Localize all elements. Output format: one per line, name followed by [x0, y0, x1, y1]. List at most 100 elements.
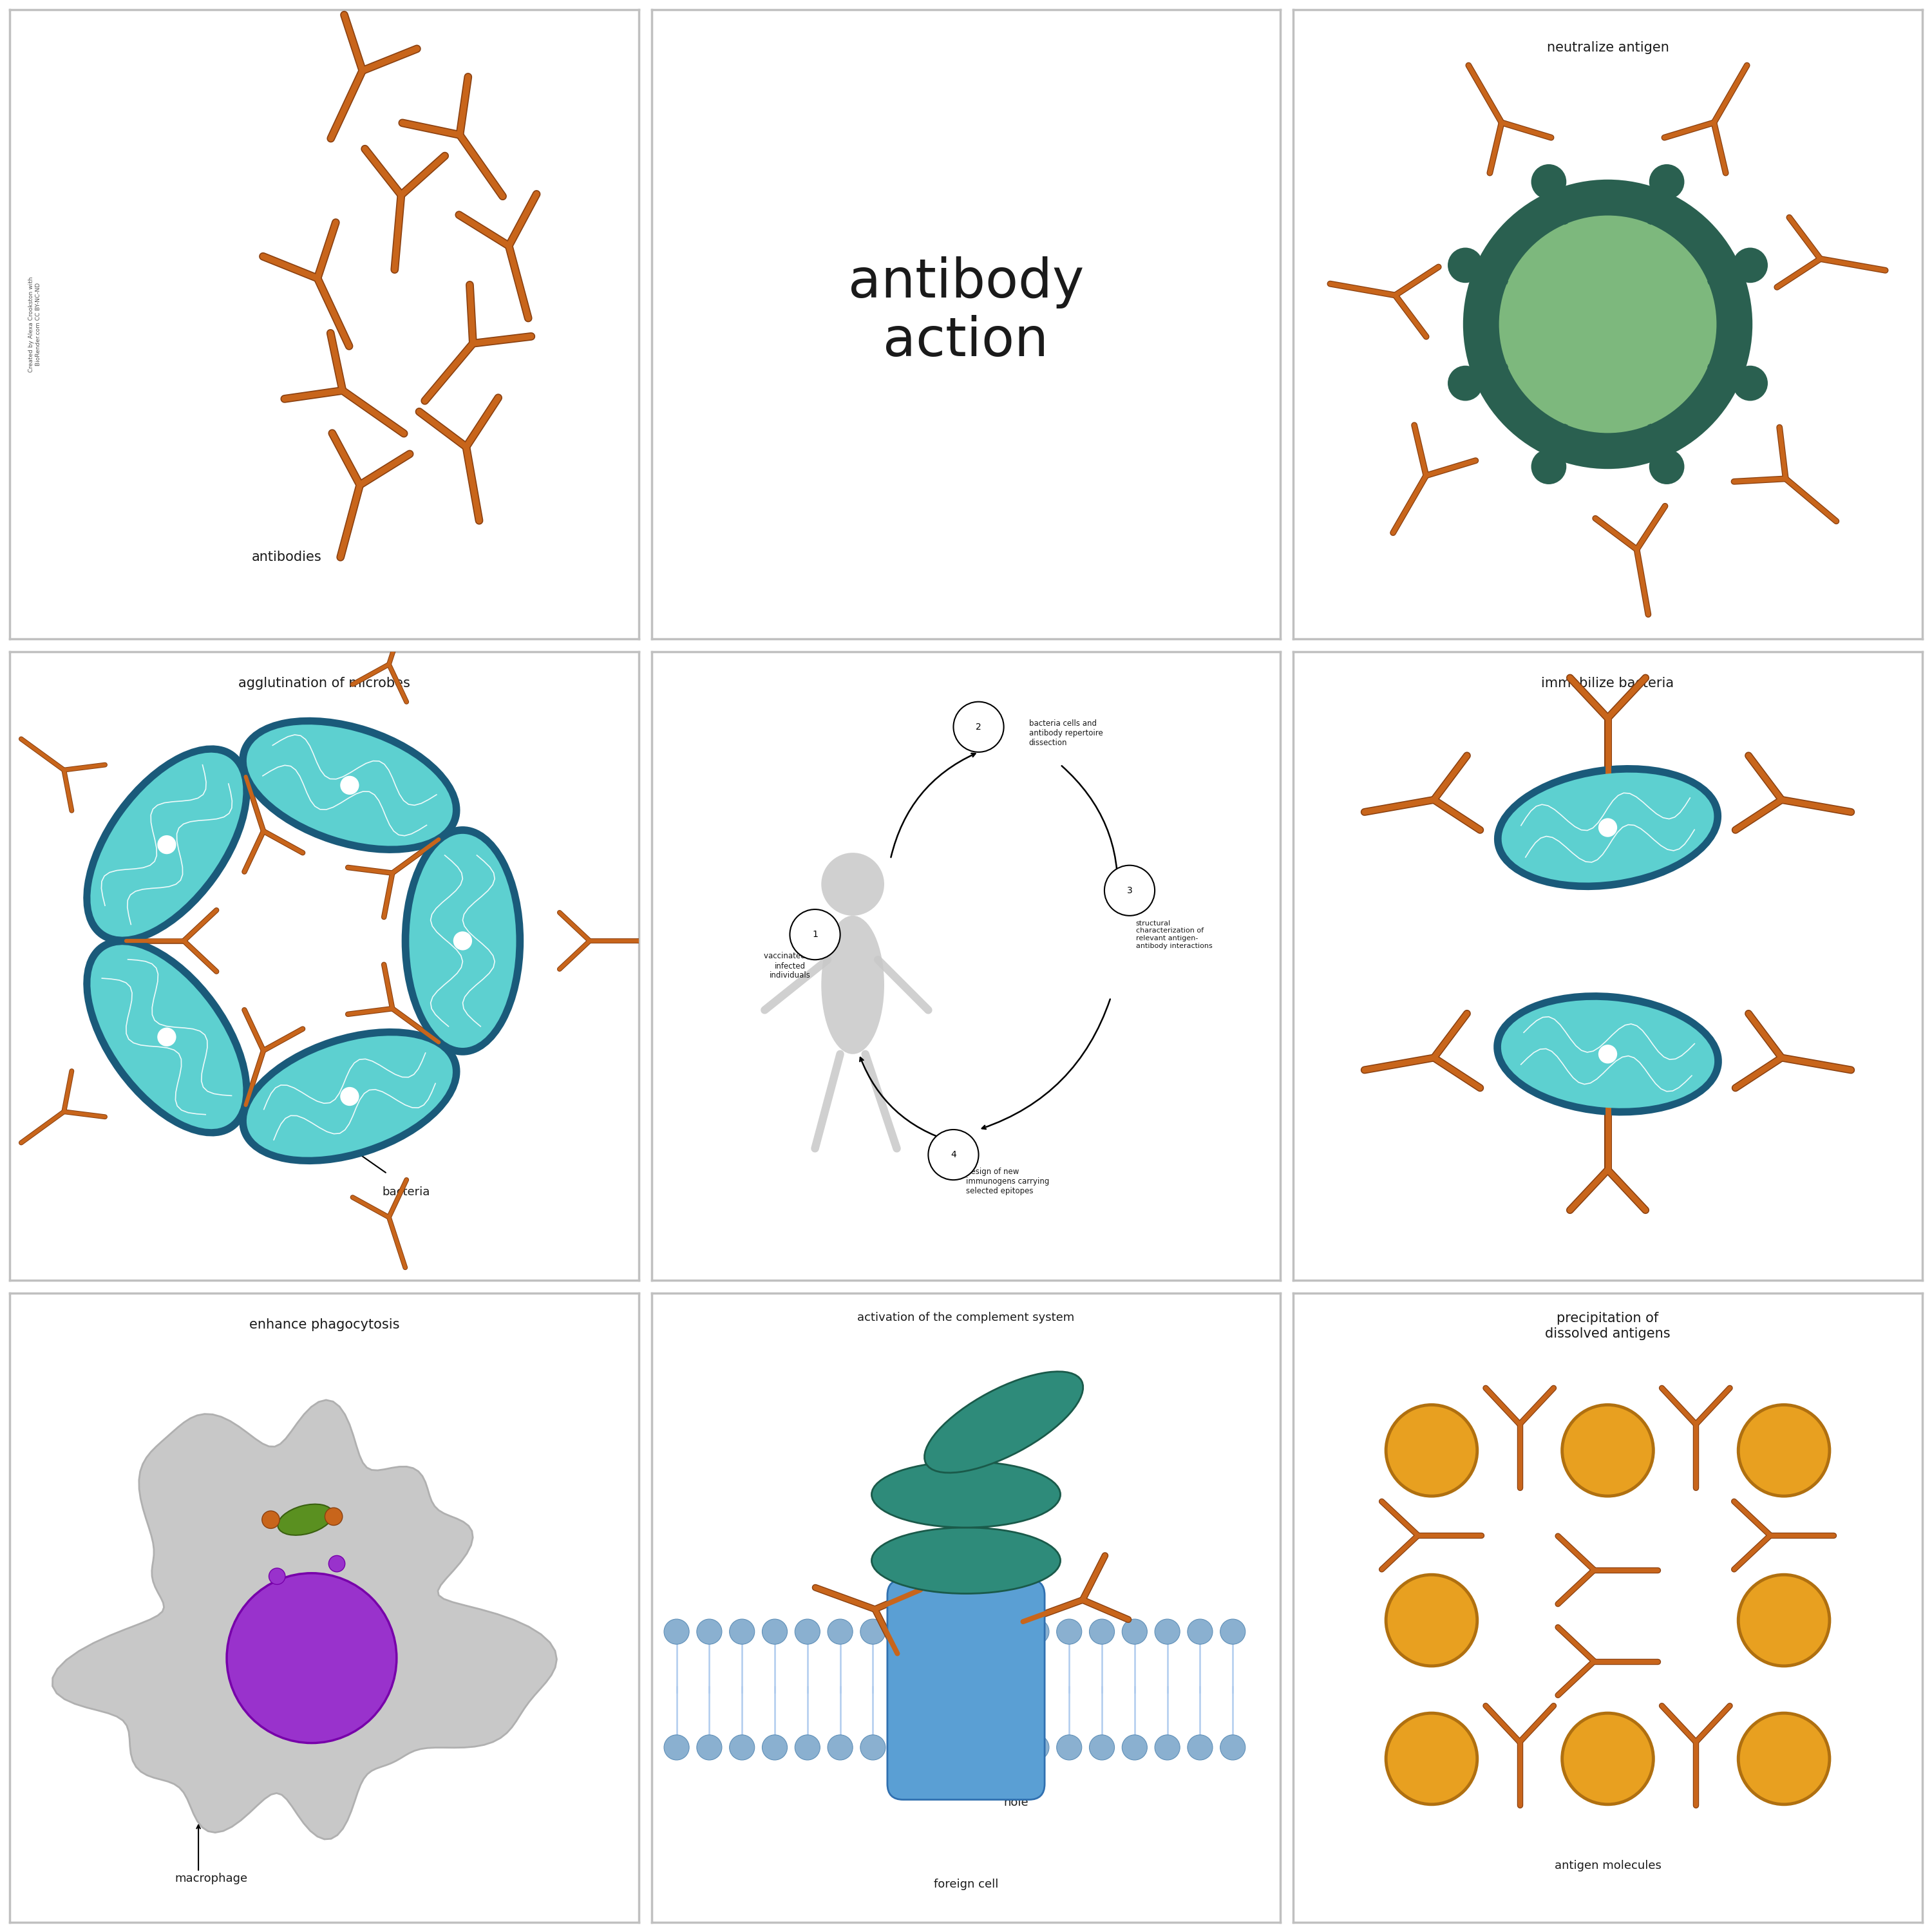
Text: 4: 4 — [951, 1150, 956, 1159]
Circle shape — [1387, 1716, 1476, 1803]
Circle shape — [340, 1088, 359, 1105]
Circle shape — [860, 1735, 885, 1760]
Circle shape — [1650, 164, 1685, 199]
Circle shape — [665, 1619, 690, 1644]
Ellipse shape — [410, 835, 516, 1047]
Circle shape — [1122, 1735, 1148, 1760]
Ellipse shape — [240, 717, 460, 854]
Circle shape — [156, 835, 176, 854]
Circle shape — [730, 1619, 755, 1644]
Circle shape — [893, 1619, 918, 1644]
Circle shape — [1561, 1403, 1656, 1497]
Circle shape — [1155, 1619, 1180, 1644]
Circle shape — [1024, 1735, 1049, 1760]
Ellipse shape — [1501, 773, 1714, 883]
Ellipse shape — [240, 1028, 460, 1165]
Circle shape — [1737, 1403, 1832, 1497]
Circle shape — [328, 1555, 346, 1573]
Ellipse shape — [871, 1461, 1061, 1528]
Circle shape — [1387, 1406, 1476, 1495]
Text: foreign cell: foreign cell — [933, 1878, 999, 1889]
Ellipse shape — [1493, 993, 1721, 1115]
Text: 3: 3 — [1126, 887, 1132, 895]
Circle shape — [269, 1569, 286, 1584]
Text: agglutination of microbes: agglutination of microbes — [238, 676, 410, 690]
Circle shape — [1563, 1406, 1652, 1495]
Text: hole: hole — [1005, 1797, 1028, 1808]
Circle shape — [991, 1735, 1016, 1760]
Ellipse shape — [91, 753, 243, 937]
Circle shape — [1221, 1735, 1246, 1760]
Text: neutralize antigen: neutralize antigen — [1548, 41, 1669, 54]
Circle shape — [1532, 448, 1567, 485]
Circle shape — [925, 1619, 951, 1644]
Circle shape — [1024, 1619, 1049, 1644]
Circle shape — [1105, 866, 1155, 916]
Circle shape — [991, 1619, 1016, 1644]
Circle shape — [1650, 448, 1685, 485]
Text: precipitation of
dissolved antigens: precipitation of dissolved antigens — [1546, 1312, 1671, 1341]
Circle shape — [893, 1735, 918, 1760]
Circle shape — [1598, 1045, 1617, 1063]
Ellipse shape — [83, 746, 251, 945]
Text: vaccinated or
infected
individuals: vaccinated or infected individuals — [763, 952, 815, 980]
Text: macrophage: macrophage — [174, 1872, 247, 1884]
Ellipse shape — [278, 1505, 332, 1536]
Circle shape — [1598, 817, 1617, 837]
Ellipse shape — [247, 1036, 452, 1157]
Circle shape — [1188, 1735, 1213, 1760]
Circle shape — [927, 1130, 980, 1180]
Text: 1: 1 — [811, 929, 817, 939]
Ellipse shape — [83, 937, 251, 1136]
Circle shape — [860, 1619, 885, 1644]
Circle shape — [697, 1735, 723, 1760]
Circle shape — [794, 1619, 819, 1644]
Ellipse shape — [923, 1372, 1084, 1472]
Text: antibody
action: antibody action — [848, 257, 1084, 367]
Ellipse shape — [1501, 1001, 1714, 1109]
Text: bacteria cells and
antibody repertoire
dissection: bacteria cells and antibody repertoire d… — [1030, 719, 1103, 748]
Circle shape — [1188, 1619, 1213, 1644]
Text: Created by Alexa Crookston with
BioRender.com CC BY-NC-ND: Created by Alexa Crookston with BioRende… — [29, 276, 41, 373]
Ellipse shape — [821, 916, 885, 1055]
Circle shape — [1447, 247, 1484, 282]
Ellipse shape — [402, 827, 524, 1055]
Circle shape — [790, 910, 840, 960]
Ellipse shape — [871, 1528, 1061, 1594]
Circle shape — [1733, 365, 1768, 400]
Circle shape — [1385, 1573, 1478, 1667]
Circle shape — [1385, 1403, 1478, 1497]
Circle shape — [156, 1028, 176, 1047]
Ellipse shape — [1493, 765, 1721, 891]
Circle shape — [827, 1735, 852, 1760]
Circle shape — [1221, 1619, 1246, 1644]
Circle shape — [1090, 1619, 1115, 1644]
Ellipse shape — [91, 945, 243, 1128]
Circle shape — [794, 1735, 819, 1760]
Circle shape — [325, 1507, 342, 1526]
Circle shape — [1057, 1735, 1082, 1760]
Circle shape — [1561, 1712, 1656, 1806]
Ellipse shape — [247, 724, 452, 846]
Circle shape — [958, 1735, 983, 1760]
Text: antibodies: antibodies — [251, 551, 321, 564]
Circle shape — [958, 1619, 983, 1644]
Circle shape — [1385, 1712, 1478, 1806]
Circle shape — [697, 1619, 723, 1644]
Circle shape — [1741, 1577, 1828, 1663]
Circle shape — [827, 1619, 852, 1644]
Text: antigen molecules: antigen molecules — [1555, 1861, 1662, 1872]
Circle shape — [1387, 1577, 1476, 1663]
Circle shape — [1737, 1573, 1832, 1667]
Circle shape — [1497, 214, 1718, 435]
Circle shape — [1122, 1619, 1148, 1644]
Circle shape — [761, 1735, 788, 1760]
Circle shape — [1741, 1406, 1828, 1495]
Circle shape — [1737, 1712, 1832, 1806]
FancyBboxPatch shape — [887, 1580, 1045, 1799]
Text: enhance phagocytosis: enhance phagocytosis — [249, 1318, 400, 1331]
Circle shape — [263, 1511, 280, 1528]
Circle shape — [761, 1619, 788, 1644]
Circle shape — [454, 931, 471, 951]
Circle shape — [1463, 180, 1752, 469]
